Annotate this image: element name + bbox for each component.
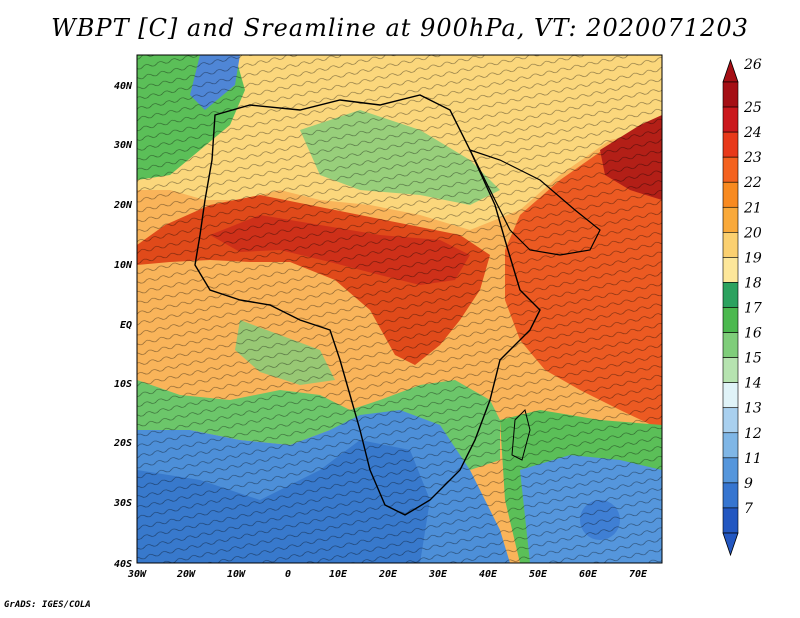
lon-tick: 50E [529,569,548,580]
lat-tick: 30S [113,498,132,509]
map-title: WBPT [C] and Sreamline at 900hPa, VT: 20… [51,14,749,42]
colorbar: 26 25 24 23 22 21 20 19 18 17 16 15 14 13 12 11 9 7 [722,57,762,557]
colorbar-swatch [722,156,739,183]
grads-credit: GrADS: IGES/COLA [4,600,91,610]
colorbar-swatch [722,407,739,434]
colorbar-bottom-arrow [722,532,739,557]
lon-tick: 30E [428,569,448,580]
lon-tick: 70E [629,569,648,580]
colorbar-swatch [722,482,739,509]
latitude-axis: 40N 30N 20N 10N EQ 10S 20S 30S 40S [113,81,133,570]
lon-tick: 40E [479,569,498,580]
colorbar-swatch [722,457,739,484]
lat-tick: 10S [114,379,132,390]
lat-tick: 20N [113,200,133,211]
lat-tick: 40N [114,81,133,92]
lat-tick: 30N [113,140,133,151]
colorbar-swatch [722,507,739,534]
lon-tick: 10W [227,569,246,580]
colorbar-swatch [722,282,739,308]
colorbar-label: 19 [744,250,762,266]
lon-tick: 0 [285,569,291,580]
colorbar-top-arrow [722,58,739,83]
streamline-overlay [137,55,662,563]
lon-tick: 60E [579,569,598,580]
lat-tick: EQ [120,320,132,331]
colorbar-label: 22 [743,175,762,191]
colorbar-swatch [722,257,739,283]
colorbar-swatch [722,131,739,158]
lon-tick: 20E [378,569,398,580]
colorbar-label: 21 [743,200,762,216]
colorbar-label: 14 [744,376,762,392]
colorbar-label: 13 [744,401,762,417]
madagascar-coastline [511,409,531,461]
colorbar-label: 18 [744,275,762,291]
colorbar-label: 25 [743,100,762,116]
colorbar-label: 16 [744,326,762,342]
colorbar-label: 24 [743,125,762,141]
colorbar-swatch [722,332,739,358]
colorbar-swatch [722,357,739,383]
colorbar-swatch [722,181,739,208]
lon-tick: 10E [329,569,348,580]
colorbar-label: 11 [744,451,762,467]
colorbar-label: 7 [744,501,753,517]
colorbar-swatch [722,382,739,409]
colorbar-swatch [722,432,739,459]
colorbar-label: 26 [743,57,762,73]
plot-frame [136,54,663,564]
colorbar-label: 20 [743,225,762,241]
lat-tick: 40S [114,559,132,570]
colorbar-label: 12 [744,426,762,442]
colorbar-swatch [722,106,739,133]
colorbar-label: 17 [744,301,762,317]
colorbar-swatch [722,307,739,333]
colorbar-label: 9 [744,476,753,492]
africa-coastline [194,94,541,516]
colorbar-label: 23 [743,150,762,166]
lon-tick: 30W [127,569,147,580]
colorbar-label: 15 [744,351,762,367]
colorbar-swatch [722,81,739,108]
plot-area [137,55,662,563]
lon-tick: 20W [176,569,196,580]
arabia-coastline [468,148,601,256]
lat-tick: 20S [113,438,132,449]
longitude-axis: 30W 20W 10W 0 10E 20E 30E 40E 50E 60E 70… [127,569,648,580]
colorbar-swatch [722,206,739,233]
lat-tick: 10N [114,260,133,271]
colorbar-swatch [722,232,739,258]
